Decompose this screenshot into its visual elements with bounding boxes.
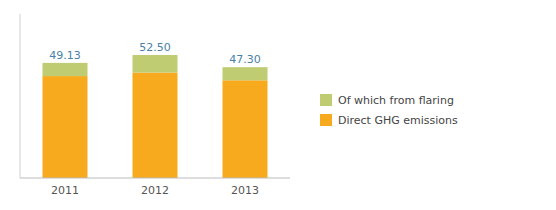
tick-label: 2012: [141, 184, 169, 197]
tick-label: 2013: [231, 184, 259, 197]
legend-label: Of which from flaring: [338, 94, 454, 107]
bar: [43, 76, 88, 178]
x-axis-line: [20, 178, 290, 179]
bars: [43, 55, 268, 178]
bar: [43, 63, 88, 76]
y-axis-line: [20, 14, 21, 178]
bar: [223, 67, 268, 80]
legend-swatch: [320, 94, 332, 106]
data-label: 49.13: [49, 49, 81, 62]
legend-label: Direct GHG emissions: [338, 114, 458, 127]
legend-swatch: [320, 114, 332, 126]
chart: 49.13 52.50 47.30 2011 2012 2013 Of which from…: [0, 0, 556, 210]
bar: [133, 73, 178, 178]
bar: [223, 80, 268, 178]
bar: [133, 55, 178, 73]
data-label: 47.30: [229, 53, 261, 66]
data-label: 52.50: [139, 41, 171, 54]
tick-label: 2011: [51, 184, 79, 197]
legend: Of which from flaring Direct GHG emission…: [320, 94, 458, 127]
